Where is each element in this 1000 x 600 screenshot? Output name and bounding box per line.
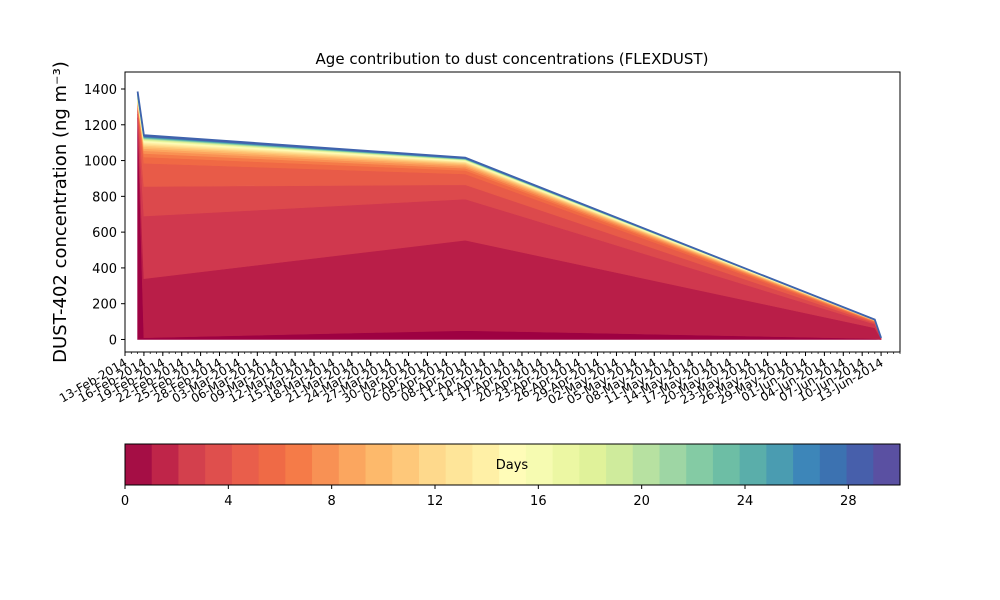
colorbar-tick-label: 24 [737, 494, 754, 509]
colorbar-segment [445, 444, 474, 485]
colorbar-segment [365, 444, 393, 485]
colorbar-segment [552, 444, 580, 485]
colorbar-segment [338, 444, 367, 485]
colorbar-tick-label: 16 [530, 494, 547, 509]
plot-area [136, 91, 882, 340]
y-tick-label: 0 [109, 333, 117, 348]
colorbar-tick-label: 12 [427, 494, 444, 509]
colorbar-segment [525, 444, 554, 485]
colorbar-segment [151, 444, 180, 485]
total-outline [136, 91, 882, 339]
colorbar-segment [579, 444, 607, 485]
colorbar-segment [659, 444, 687, 485]
colorbar-segment [231, 444, 260, 485]
colorbar-segment [846, 444, 874, 485]
y-tick-label: 400 [92, 262, 117, 277]
y-tick-label: 1200 [84, 119, 117, 134]
colorbar-segment [632, 444, 661, 485]
y-tick-label: 800 [92, 190, 117, 205]
colorbar-segment [712, 444, 741, 485]
x-axis: 13-Feb-201416-Feb-201419-Feb-201422-Feb-… [57, 352, 901, 407]
colorbar-segment [686, 444, 714, 485]
colorbar: 0 4 8 12 16 20 24 28 [121, 443, 901, 509]
colorbar-segment [418, 444, 447, 485]
y-axis: 0 200 400 600 800 1000 1200 1400 [84, 83, 125, 348]
colorbar-segment [793, 444, 821, 485]
colorbar-segment [739, 444, 767, 485]
plot-frame [124, 71, 901, 353]
colorbar-segment [766, 444, 794, 485]
colorbar-tick-label: 0 [121, 494, 129, 509]
colorbar-segment [472, 444, 500, 485]
colorbar-tick-label: 8 [328, 494, 336, 509]
colorbar-tick-label: 4 [224, 494, 232, 509]
colorbar-segment [312, 444, 340, 485]
y-tick-label: 600 [92, 226, 117, 241]
colorbar-frame [124, 443, 901, 486]
colorbar-tick-label: 20 [633, 494, 650, 509]
colorbar-segment [178, 444, 206, 485]
y-tick-label: 1400 [84, 83, 117, 98]
colorbar-tick-label: 28 [840, 494, 857, 509]
colorbar-segment [606, 444, 634, 485]
colorbar-segment [392, 444, 420, 485]
chart-title: Age contribution to dust concentrations … [316, 50, 709, 68]
colorbar-segment [873, 444, 901, 485]
colorbar-segment [125, 444, 153, 485]
colorbar-segment [819, 444, 848, 485]
colorbar-segment [499, 444, 527, 485]
colorbar-label: Days [496, 458, 529, 473]
y-axis-label: DUST-402 concentration (ng m⁻³) [50, 61, 71, 363]
colorbar-segment [258, 444, 286, 485]
colorbar-segment [285, 444, 313, 485]
colorbar-segment [205, 444, 233, 485]
y-tick-label: 1000 [84, 155, 117, 170]
y-tick-label: 200 [92, 298, 117, 313]
